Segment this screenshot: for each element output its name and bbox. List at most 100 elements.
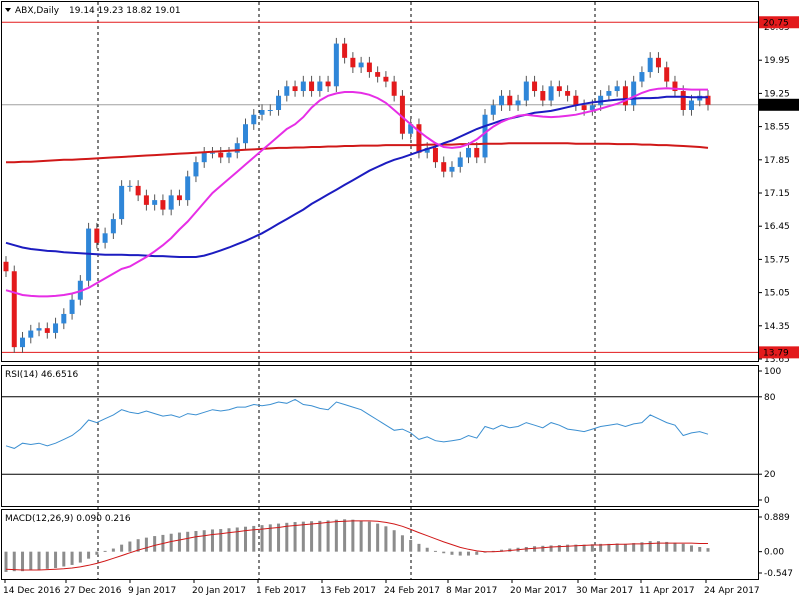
candle-body xyxy=(655,57,661,68)
candle-body xyxy=(28,330,34,338)
candle-body xyxy=(3,261,9,272)
candle xyxy=(532,75,538,97)
candle-body xyxy=(548,86,554,101)
candle xyxy=(234,137,240,159)
candle xyxy=(399,90,405,140)
candle-body xyxy=(176,195,182,201)
macd-bar xyxy=(359,520,363,552)
candle xyxy=(243,118,249,149)
candle xyxy=(358,56,364,74)
rsi-label: RSI(14) 46.6516 xyxy=(5,370,78,380)
macd-tick-label: 0.889 xyxy=(764,513,790,523)
candle-body xyxy=(366,62,372,73)
macd-bar xyxy=(277,523,281,552)
macd-bar xyxy=(665,541,669,552)
candle-body xyxy=(234,143,240,153)
candle xyxy=(20,331,26,353)
candle xyxy=(44,322,50,339)
candle-body xyxy=(606,91,612,96)
macd-bar xyxy=(293,522,297,552)
x-tick-label: 20 Jan 2017 xyxy=(192,586,246,596)
candle xyxy=(160,194,166,216)
candle-body xyxy=(168,195,174,210)
candle xyxy=(474,142,480,164)
macd-bar xyxy=(70,551,74,565)
candle-body xyxy=(201,152,207,163)
candle-body xyxy=(474,147,480,158)
macd-bar xyxy=(268,524,272,552)
macd-bar xyxy=(689,545,693,552)
candle xyxy=(457,151,463,173)
price-tick-label: 19.25 xyxy=(764,89,790,99)
candle xyxy=(110,213,116,240)
macd-bar xyxy=(607,543,611,552)
candle xyxy=(28,324,34,344)
candle-body xyxy=(449,166,455,172)
candle xyxy=(102,227,108,249)
dropdown-triangle-icon[interactable] xyxy=(5,8,11,12)
price-tick-label: 17.85 xyxy=(764,156,790,166)
macd-bar xyxy=(128,541,132,552)
vertical-gridlines xyxy=(97,2,596,579)
candle xyxy=(300,75,306,97)
candle xyxy=(672,75,678,97)
macd-tick-label: -0.547 xyxy=(764,569,793,579)
candle-body xyxy=(110,219,116,234)
candle-body xyxy=(185,176,191,201)
candle xyxy=(383,71,389,88)
macd-bar xyxy=(500,549,504,552)
candle-body xyxy=(565,91,571,96)
macd-bar xyxy=(343,519,347,552)
candle xyxy=(135,180,141,202)
candle-body xyxy=(499,95,505,106)
macd-bar xyxy=(623,543,627,552)
macd-bar xyxy=(392,530,396,552)
macd-bar xyxy=(120,544,124,552)
macd-bar xyxy=(194,531,198,552)
candle-body xyxy=(350,57,356,68)
candle xyxy=(556,80,562,97)
candle xyxy=(366,56,372,78)
candle xyxy=(688,94,694,116)
macd-bar xyxy=(87,551,91,559)
candle-body xyxy=(61,313,67,324)
candle xyxy=(292,80,298,97)
macd-bar xyxy=(466,551,470,556)
candle xyxy=(655,52,661,74)
candle xyxy=(201,146,207,168)
candle xyxy=(573,90,579,111)
macd-bar xyxy=(285,522,289,552)
price-tick-label: 16.45 xyxy=(764,222,790,232)
candle xyxy=(218,146,224,164)
x-tick-label: 14 Dec 2016 xyxy=(3,586,61,596)
macd-bar xyxy=(582,544,586,552)
rsi-tick-label: 100 xyxy=(764,367,781,377)
macd-bar xyxy=(632,543,636,552)
candle-body xyxy=(152,200,158,205)
macd-label: MACD(12,26,9) 0.090 0.216 xyxy=(5,514,131,524)
macd-bar xyxy=(433,550,437,552)
candle xyxy=(523,75,529,107)
candle-body xyxy=(11,271,17,348)
macd-bar xyxy=(177,532,181,552)
candle-body xyxy=(135,185,141,196)
candle-body xyxy=(20,337,26,348)
x-tick-label: 24 Apr 2017 xyxy=(704,586,760,596)
current-price-tag: 19.01 xyxy=(759,98,799,111)
candle xyxy=(152,194,158,211)
candle-body xyxy=(664,67,670,82)
candle xyxy=(647,52,653,78)
candle xyxy=(565,85,571,102)
macd-bar xyxy=(301,521,305,552)
macd-bar xyxy=(681,543,685,552)
candle-body xyxy=(465,147,471,158)
candle-body xyxy=(532,81,538,92)
rsi-series xyxy=(2,396,758,475)
candle-body xyxy=(53,323,59,333)
macd-bar xyxy=(541,545,545,552)
macd-bar xyxy=(590,544,594,552)
candle xyxy=(193,156,199,183)
y-axis: 20.6519.9519.2518.5517.8517.1516.4515.75… xyxy=(758,16,799,579)
candle xyxy=(226,146,232,164)
ma-short-line xyxy=(5,87,708,298)
